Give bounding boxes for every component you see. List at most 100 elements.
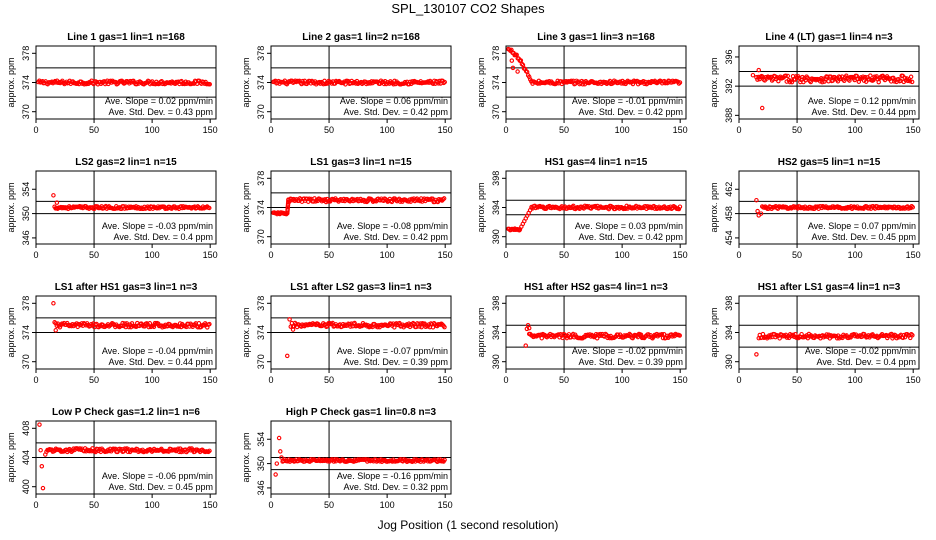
x-tick-label: 100 — [615, 250, 630, 260]
panel-title: HS1 after HS2 gas=4 lin=1 n=3 — [524, 282, 668, 293]
y-tick-label: 390 — [491, 229, 501, 244]
panel-title: Low P Check gas=1.2 lin=1 n=6 — [52, 407, 200, 418]
data-points — [36, 78, 212, 87]
slope-annotation: Ave. Slope = -0.01 ppm/min — [572, 96, 683, 106]
x-tick-label: 100 — [848, 375, 863, 385]
y-tick-label: 346 — [256, 480, 266, 495]
data-point — [909, 79, 915, 85]
data-points — [754, 197, 915, 218]
x-tick-label: 0 — [736, 375, 741, 385]
y-tick-label: 378 — [256, 46, 266, 61]
data-point — [274, 461, 280, 466]
data-points — [271, 196, 447, 217]
data-point — [824, 332, 829, 337]
y-tick-label: 398 — [491, 296, 501, 311]
y-axis-label: approx. ppm — [709, 57, 719, 107]
plot-frame — [270, 420, 452, 495]
data-point — [754, 197, 759, 203]
x-tick-label: 0 — [268, 375, 273, 385]
panel-title: Line 2 gas=1 lin=2 n=168 — [302, 32, 420, 43]
y-tick-label: 458 — [724, 206, 734, 221]
data-point — [151, 324, 157, 330]
data-point — [659, 332, 665, 337]
shared-x-axis-label: Jog Position (1 second resolution) — [377, 518, 559, 532]
y-tick-label: 370 — [21, 104, 31, 119]
std-dev-annotation: Ave. Std. Dev. = 0.42 ppm — [344, 107, 448, 117]
x-tick-label: 50 — [89, 375, 99, 385]
x-tick-label: 50 — [792, 375, 802, 385]
x-tick-label: 0 — [268, 500, 273, 510]
slope-annotation: Ave. Slope = 0.06 ppm/min — [340, 96, 448, 106]
y-tick-label: 398 — [724, 296, 734, 311]
data-point — [54, 200, 60, 205]
data-point — [860, 74, 866, 79]
x-tick-label: 150 — [203, 125, 218, 135]
y-axis-label: approx. ppm — [476, 182, 486, 232]
data-point — [910, 204, 915, 210]
panel-title: Line 4 (LT) gas=1 lin=4 n=3 — [765, 32, 893, 43]
x-tick-label: 100 — [615, 375, 630, 385]
data-point — [53, 328, 58, 333]
x-tick-label: 100 — [145, 125, 160, 135]
x-tick-label: 50 — [89, 500, 99, 510]
panel-title: Line 1 gas=1 lin=1 n=168 — [67, 32, 185, 43]
panel-title: LS2 gas=2 lin=1 n=15 — [75, 157, 177, 168]
slope-annotation: Ave. Slope = -0.07 ppm/min — [337, 346, 448, 356]
slope-annotation: Ave. Slope = -0.08 ppm/min — [337, 221, 448, 231]
std-dev-annotation: Ave. Std. Dev. = 0.42 ppm — [579, 107, 683, 117]
data-point — [285, 353, 290, 359]
x-tick-label: 150 — [438, 125, 453, 135]
data-point — [51, 301, 56, 306]
y-tick-label: 408 — [21, 421, 31, 436]
y-tick-label: 354 — [256, 432, 266, 447]
data-point — [756, 67, 761, 73]
std-dev-annotation: Ave. Std. Dev. = 0.42 ppm — [579, 232, 683, 242]
y-tick-label: 370 — [256, 104, 266, 119]
data-point — [441, 196, 447, 201]
data-point — [273, 472, 278, 477]
chart-panel-11: HS1 after HS2 gas=4 lin=1 n=3 0 50 100 150 39… — [476, 282, 688, 385]
data-point — [52, 320, 57, 325]
y-tick-label: 370 — [256, 354, 266, 369]
chart-panel-1: Line 1 gas=1 lin=1 n=168 0 50 100 150 370 374 3… — [6, 32, 218, 135]
panel-title: High P Check gas=1 lin=0.8 n=3 — [286, 407, 437, 418]
x-tick-label: 0 — [503, 250, 508, 260]
y-tick-label: 370 — [21, 354, 31, 369]
data-point — [758, 211, 764, 216]
y-tick-label: 400 — [21, 479, 31, 494]
x-tick-label: 150 — [906, 375, 921, 385]
x-tick-label: 150 — [673, 375, 688, 385]
std-dev-annotation: Ave. Std. Dev. = 0.44 ppm — [812, 107, 916, 117]
y-tick-label: 350 — [256, 456, 266, 471]
data-points — [506, 203, 683, 233]
data-points — [285, 317, 447, 359]
data-points — [37, 422, 212, 491]
x-tick-label: 50 — [89, 250, 99, 260]
x-tick-label: 0 — [736, 250, 741, 260]
figure-title: SPL_130107 CO2 Shapes — [391, 1, 545, 16]
y-tick-label: 374 — [21, 325, 31, 340]
y-tick-label: 394 — [491, 325, 501, 340]
x-tick-label: 150 — [438, 375, 453, 385]
data-point — [789, 79, 795, 85]
data-point — [515, 69, 520, 74]
y-axis-label: approx. ppm — [241, 57, 251, 107]
y-tick-label: 392 — [724, 79, 734, 94]
x-tick-label: 100 — [848, 250, 863, 260]
chart-panel-14: High P Check gas=1 lin=0.8 n=3 0 50 100 150 3… — [241, 407, 453, 510]
x-tick-label: 0 — [503, 125, 508, 135]
y-axis-label: approx. ppm — [6, 182, 16, 232]
data-point — [287, 317, 292, 322]
x-tick-label: 50 — [792, 125, 802, 135]
data-point — [907, 78, 913, 84]
data-point — [442, 79, 447, 85]
y-tick-label: 378 — [21, 296, 31, 311]
slope-annotation: Ave. Slope = -0.02 ppm/min — [805, 346, 916, 356]
x-tick-label: 100 — [145, 375, 160, 385]
x-tick-label: 50 — [89, 125, 99, 135]
x-tick-label: 100 — [380, 500, 395, 510]
data-point — [755, 208, 760, 214]
data-point — [539, 335, 545, 341]
